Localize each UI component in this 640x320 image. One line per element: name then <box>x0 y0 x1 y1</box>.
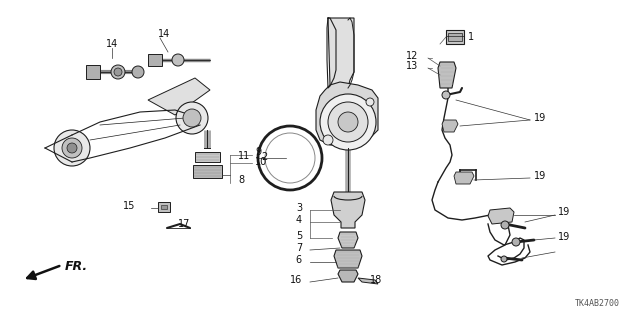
Bar <box>161 205 167 209</box>
Polygon shape <box>358 278 378 284</box>
Circle shape <box>501 221 509 229</box>
Text: 9: 9 <box>255 147 261 157</box>
Text: 13: 13 <box>406 61 418 71</box>
Text: 12: 12 <box>406 51 418 61</box>
Text: 14: 14 <box>106 39 118 49</box>
Bar <box>448 33 462 41</box>
Polygon shape <box>442 120 458 132</box>
Bar <box>446 30 464 44</box>
Text: 14: 14 <box>158 29 170 39</box>
Circle shape <box>512 238 520 246</box>
Circle shape <box>132 66 144 78</box>
Text: 6: 6 <box>296 255 302 265</box>
Polygon shape <box>195 152 220 162</box>
Polygon shape <box>338 270 358 282</box>
Polygon shape <box>334 250 362 268</box>
Text: 19: 19 <box>558 207 570 217</box>
Bar <box>148 54 162 66</box>
Text: 15: 15 <box>123 201 135 211</box>
Text: 19: 19 <box>558 232 570 242</box>
Circle shape <box>338 112 358 132</box>
Text: 19: 19 <box>534 113 547 123</box>
Circle shape <box>183 109 201 127</box>
Text: 5: 5 <box>296 231 302 241</box>
Text: TK4AB2700: TK4AB2700 <box>575 299 620 308</box>
Circle shape <box>114 68 122 76</box>
Polygon shape <box>316 82 378 145</box>
Text: 7: 7 <box>296 243 302 253</box>
Bar <box>158 202 170 212</box>
Polygon shape <box>338 232 358 248</box>
Text: 8: 8 <box>238 175 244 185</box>
Polygon shape <box>454 172 474 184</box>
Text: 16: 16 <box>290 275 302 285</box>
Polygon shape <box>328 18 354 92</box>
Circle shape <box>320 94 376 150</box>
Text: 3: 3 <box>296 203 302 213</box>
Polygon shape <box>331 192 365 228</box>
Text: 1: 1 <box>468 32 474 42</box>
Polygon shape <box>438 62 456 88</box>
Bar <box>86 65 100 79</box>
Text: 19: 19 <box>534 171 547 181</box>
Circle shape <box>54 130 90 166</box>
Polygon shape <box>488 208 514 224</box>
Text: FR.: FR. <box>65 260 88 273</box>
Circle shape <box>172 54 184 66</box>
Circle shape <box>328 102 368 142</box>
Circle shape <box>501 256 507 262</box>
Circle shape <box>366 98 374 106</box>
Circle shape <box>67 143 77 153</box>
Circle shape <box>62 138 82 158</box>
Circle shape <box>111 65 125 79</box>
Circle shape <box>323 135 333 145</box>
Polygon shape <box>193 165 222 178</box>
Circle shape <box>442 91 450 99</box>
Text: 4: 4 <box>296 215 302 225</box>
Circle shape <box>176 102 208 134</box>
Text: 17: 17 <box>178 219 190 229</box>
Text: 11: 11 <box>238 151 250 161</box>
Polygon shape <box>148 78 210 115</box>
Text: 2: 2 <box>262 152 268 162</box>
Text: 18: 18 <box>370 275 382 285</box>
Text: 10: 10 <box>255 157 268 167</box>
